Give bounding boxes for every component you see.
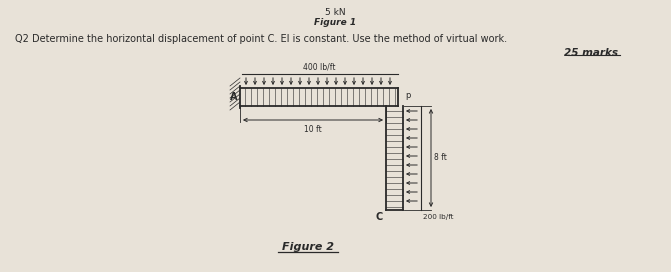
Text: Figure 2: Figure 2 [282,242,334,252]
Text: 10 ft: 10 ft [304,125,322,134]
Text: 8 ft: 8 ft [434,153,447,162]
Text: Q2 Determine the horizontal displacement of point C. EI is constant. Use the met: Q2 Determine the horizontal displacement… [15,34,507,44]
Text: 400 lb/ft: 400 lb/ft [303,63,336,72]
Text: p: p [405,91,411,100]
Text: Figure 1: Figure 1 [314,18,356,27]
Text: A: A [229,92,237,102]
Text: 5 kN: 5 kN [325,8,346,17]
Text: C: C [376,212,383,222]
Text: 25 marks: 25 marks [564,48,618,58]
Text: 200 lb/ft: 200 lb/ft [423,214,454,220]
